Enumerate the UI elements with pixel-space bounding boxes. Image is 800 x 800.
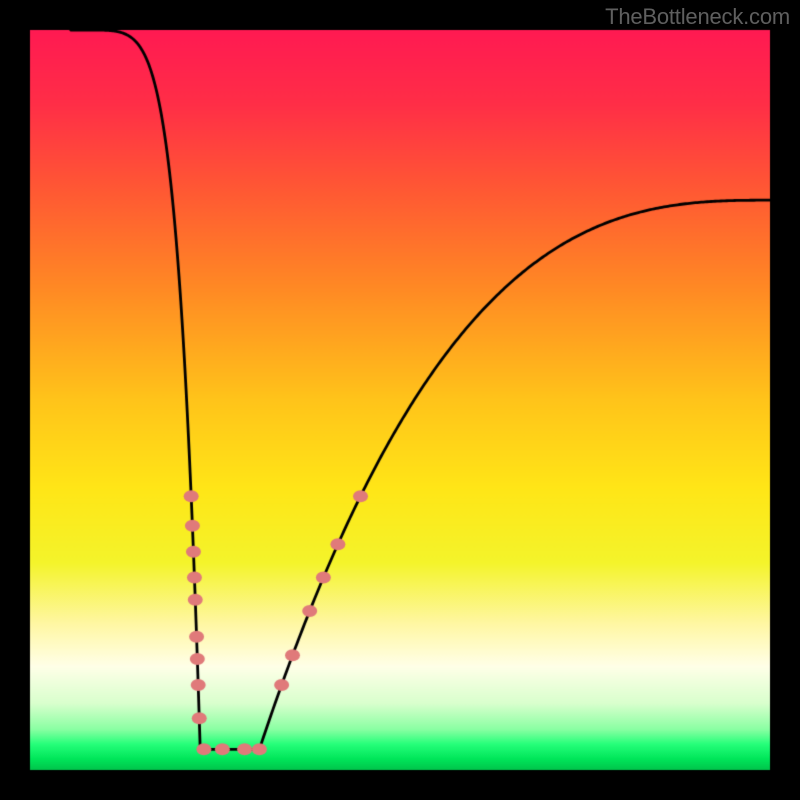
- bottleneck-chart: [0, 0, 800, 800]
- watermark-text: TheBottleneck.com: [605, 4, 790, 30]
